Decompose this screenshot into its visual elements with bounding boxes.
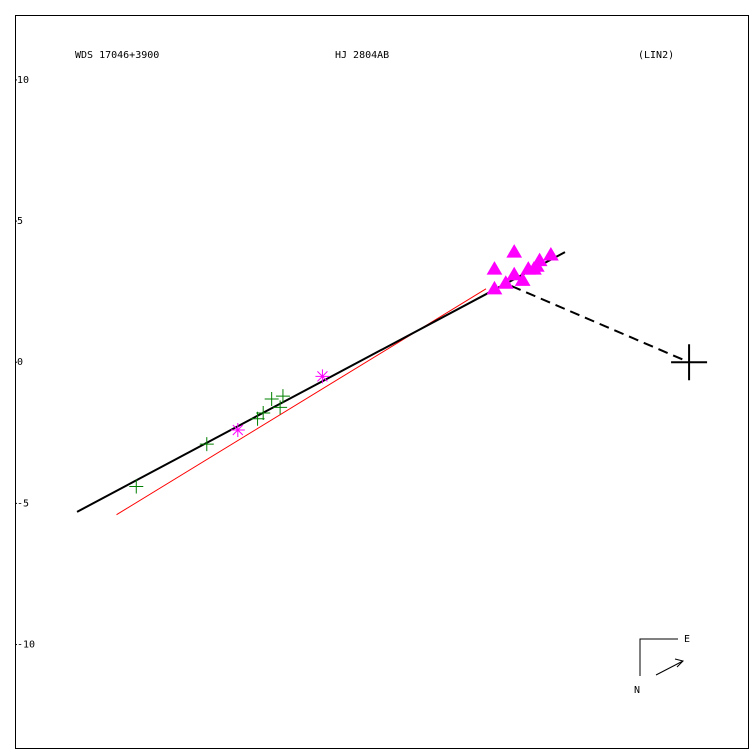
y-tick-label: -5 (17, 498, 29, 509)
chart-title: (LIN2) (638, 50, 674, 61)
compass-label: E (684, 634, 690, 645)
data-point (506, 266, 523, 281)
data-point (486, 261, 503, 275)
chart-title: HJ 2804AB (335, 50, 389, 61)
fit-line (76, 251, 566, 513)
y-tick-label: -10 (17, 640, 35, 651)
compass: E N (634, 634, 690, 696)
data-point (256, 406, 271, 421)
compass-axes (639, 638, 678, 676)
y-tick-label: 0 (17, 357, 23, 368)
data-point (506, 244, 523, 258)
data-point (497, 275, 514, 289)
chart-title: WDS 17046+3900 (75, 50, 159, 61)
data-point (230, 422, 245, 437)
data-point (671, 344, 708, 381)
y-tick-label: 5 (17, 216, 23, 227)
compass-arrow (655, 660, 684, 676)
data-point (531, 252, 548, 267)
data-point (315, 369, 330, 384)
data-point (275, 389, 290, 404)
data-point (129, 479, 144, 494)
data-point (199, 437, 214, 452)
y-tick-label: 10 (17, 75, 29, 86)
fit-line (510, 285, 690, 364)
compass-label: N (634, 685, 640, 696)
data-point (250, 411, 265, 426)
plot-frame (15, 15, 749, 749)
compass-arrowhead (674, 658, 684, 668)
data-point (264, 391, 279, 406)
data-point (514, 272, 531, 286)
data-point (273, 400, 288, 415)
data-point (486, 280, 503, 295)
data-point (543, 246, 559, 261)
